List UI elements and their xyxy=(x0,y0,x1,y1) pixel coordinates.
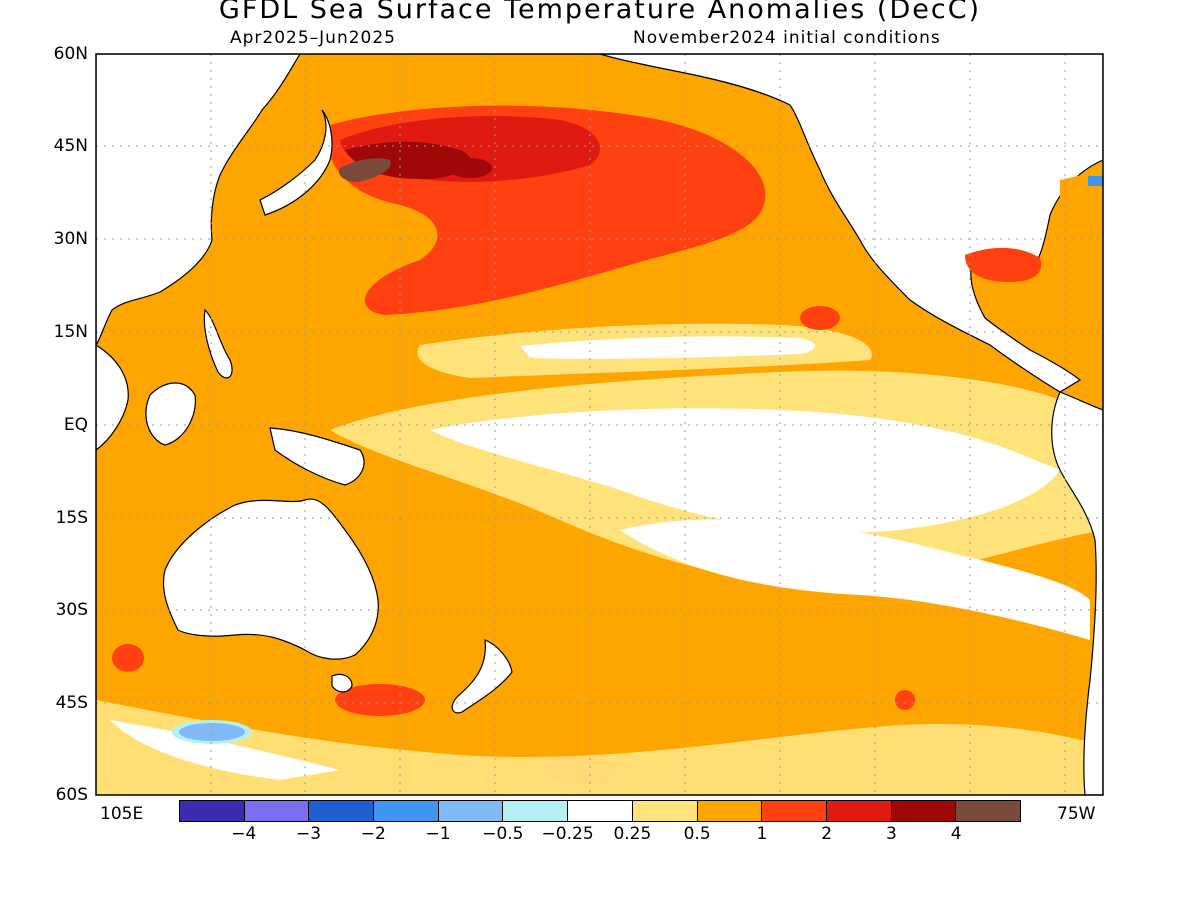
lat-label-45s: 45S xyxy=(55,693,88,713)
legend-swatch xyxy=(632,801,698,821)
land-south-america xyxy=(1051,391,1103,795)
land-japan xyxy=(259,109,333,216)
legend-tick-label: −0.25 xyxy=(541,824,594,844)
south-warm-patch-4 xyxy=(895,690,915,710)
legend-swatch xyxy=(826,801,892,821)
color-legend xyxy=(179,800,1021,822)
hawaii-high-anomaly xyxy=(448,158,492,178)
north-pacific-core-4 xyxy=(338,158,391,182)
land-borneo xyxy=(145,382,197,446)
lat-label-eq: EQ xyxy=(63,415,88,435)
legend-swatch xyxy=(438,801,504,821)
south-warm-patch-3 xyxy=(800,306,840,330)
lon-label-75w: 75W xyxy=(1057,804,1096,824)
atlantic-warm-anomaly xyxy=(1020,170,1103,340)
legend-tick-label: −3 xyxy=(296,824,322,844)
lat-label-15n: 15N xyxy=(53,322,88,342)
legend-swatch xyxy=(309,801,375,821)
legend-tick-label: 2 xyxy=(821,824,833,844)
legend-tick-label: 3 xyxy=(886,824,897,844)
south-warm-patch-2 xyxy=(335,684,425,716)
land-australia xyxy=(162,498,379,660)
lat-label-60s: 60S xyxy=(55,785,88,805)
land-new-zealand xyxy=(451,639,513,714)
southern-ocean-white xyxy=(110,720,340,780)
gulf-warm-anomaly xyxy=(965,247,1042,282)
lon-label-105e: 105E xyxy=(100,804,144,824)
lat-label-30s: 30S xyxy=(55,600,88,620)
land-asia xyxy=(96,54,301,346)
legend-swatch xyxy=(180,801,245,821)
atlantic-cold-spot xyxy=(1088,176,1103,186)
legend-tick-label: 0.5 xyxy=(683,824,711,844)
lat-label-30n: 30N xyxy=(53,229,88,249)
southeast-pacific-white xyxy=(620,519,1090,640)
legend-tick-label: −2 xyxy=(360,824,386,844)
legend-swatch xyxy=(891,801,957,821)
legend-swatch xyxy=(762,801,827,821)
land-new-guinea xyxy=(269,427,365,486)
southern-ocean-neutral xyxy=(96,700,1103,795)
legend-tick-label: −4 xyxy=(231,824,257,844)
legend-tick-label: 4 xyxy=(950,824,962,844)
legend-tick-label: −0.5 xyxy=(482,824,524,844)
north-subtropic-white-band xyxy=(520,336,815,359)
chart-title: GFDL Sea Surface Temperature Anomalies (… xyxy=(218,0,982,25)
equatorial-white-band xyxy=(430,408,1060,533)
lat-lon-grid xyxy=(96,54,1103,795)
south-warm-patch-5 xyxy=(112,644,144,672)
legend-swatch xyxy=(697,801,763,821)
land-indochina xyxy=(96,344,129,451)
legend-swatch xyxy=(503,801,569,821)
legend-swatch xyxy=(568,801,633,821)
land-tasmania xyxy=(331,673,353,693)
legend-tick-label: 1 xyxy=(756,824,768,844)
cold-anomaly-core xyxy=(179,723,245,741)
legend-swatch xyxy=(374,801,439,821)
legend-tick-label: 0.25 xyxy=(613,824,652,844)
legend-swatch xyxy=(244,801,310,821)
legend-swatch xyxy=(956,801,1020,821)
forecast-period: Apr2025–Jun2025 xyxy=(230,28,396,48)
lat-label-60n: 60N xyxy=(53,44,88,64)
map-frame xyxy=(95,53,1104,796)
initial-conditions: November2024 initial conditions xyxy=(633,28,941,48)
lat-label-15s: 15S xyxy=(55,508,88,528)
lat-label-45n: 45N xyxy=(53,136,88,156)
legend-tick-label: −1 xyxy=(425,824,451,844)
